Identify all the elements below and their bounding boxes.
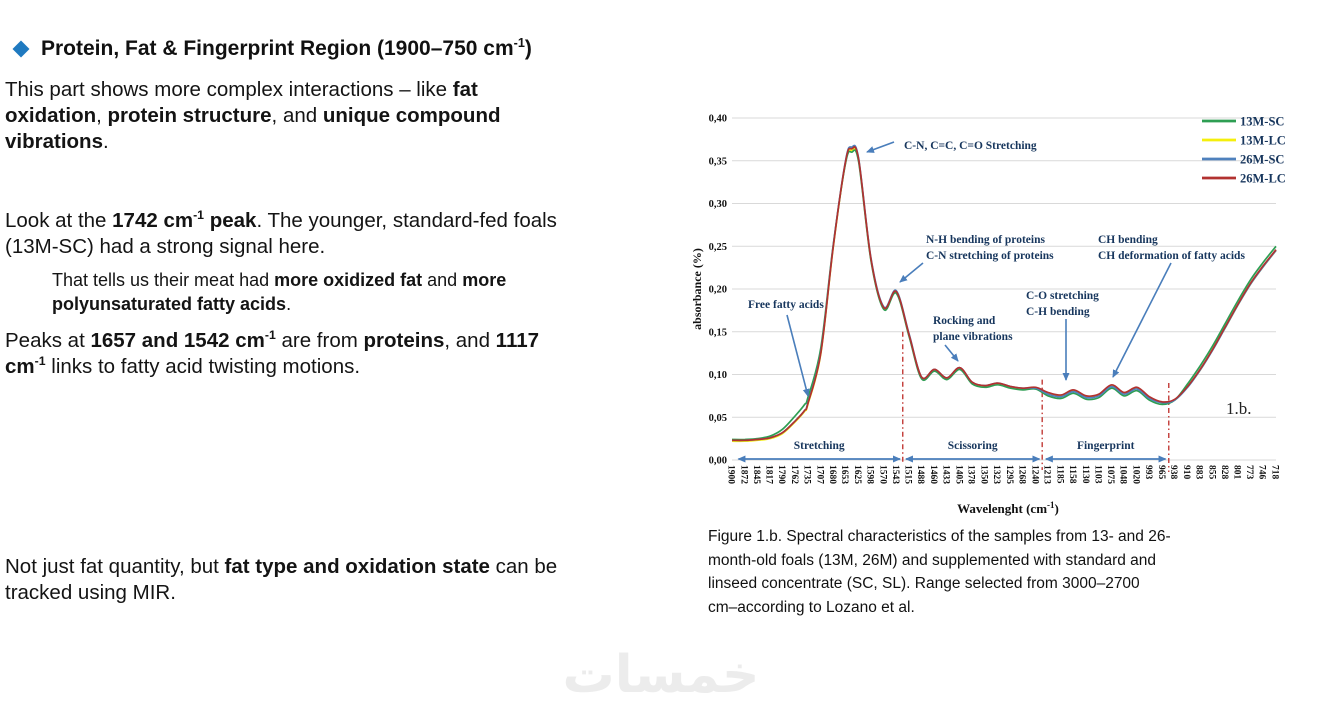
svg-text:1405: 1405 [953,465,963,484]
svg-text:910: 910 [1181,465,1191,480]
svg-text:1680: 1680 [827,465,837,484]
svg-text:1707: 1707 [814,465,824,484]
svg-text:Free fatty acids: Free fatty acids [748,299,824,311]
svg-text:1790: 1790 [776,465,786,484]
svg-text:1433: 1433 [940,465,950,484]
svg-text:1488: 1488 [915,465,925,484]
svg-text:1735: 1735 [801,465,811,484]
svg-text:absorbance (%): absorbance (%) [690,248,704,330]
svg-text:718: 718 [1270,465,1280,480]
svg-text:1653: 1653 [839,465,849,484]
svg-text:1048: 1048 [1118,465,1128,484]
svg-text:1185: 1185 [1055,465,1065,484]
svg-text:1817: 1817 [764,465,774,484]
svg-text:C-N stretching of proteins: C-N stretching of proteins [926,250,1054,262]
svg-text:855: 855 [1206,465,1216,480]
svg-text:1598: 1598 [864,465,874,484]
svg-text:1900: 1900 [726,465,736,484]
svg-text:1.b.: 1.b. [1226,399,1252,418]
svg-text:801: 801 [1231,465,1241,480]
paragraph-oxidized-fat: That tells us their meat had more oxidiz… [52,270,507,314]
svg-text:1213: 1213 [1042,465,1052,484]
svg-text:0,30: 0,30 [709,199,727,210]
spectral-line-chart: 0,40 0,35 0,30 0,25 0,20 0,15 0,10 0,05 0,00 abso… [690,92,1286,522]
svg-text:plane vibrations: plane vibrations [933,331,1013,343]
svg-text:1240: 1240 [1029,465,1039,484]
svg-text:1570: 1570 [877,465,887,484]
svg-text:13M-SC: 13M-SC [1240,115,1284,129]
svg-text:1130: 1130 [1080,465,1090,484]
svg-text:C-O stretching: C-O stretching [1026,290,1099,302]
svg-text:1460: 1460 [928,465,938,484]
svg-text:1295: 1295 [1004,465,1014,484]
svg-text:1103: 1103 [1092,465,1102,484]
svg-text:883: 883 [1194,465,1204,480]
svg-text:0,10: 0,10 [709,370,727,381]
svg-text:746: 746 [1257,465,1267,480]
figure-caption: Figure 1.b. Spectral characteristics of … [708,528,1171,616]
svg-text:CH deformation of fatty acids: CH deformation of fatty acids [1098,250,1245,262]
svg-text:828: 828 [1219,465,1229,480]
svg-text:993: 993 [1143,465,1153,480]
svg-text:938: 938 [1168,465,1178,480]
svg-text:1158: 1158 [1067,465,1077,484]
svg-text:0,15: 0,15 [709,327,727,338]
svg-text:N-H bending of proteins: N-H bending of proteins [926,234,1045,246]
svg-text:1020: 1020 [1131,465,1141,484]
svg-text:0,25: 0,25 [709,242,727,253]
svg-text:0,00: 0,00 [709,456,727,467]
svg-text:Fingerprint: Fingerprint [1077,440,1135,452]
svg-text:Wavelenght (cm-1): Wavelenght (cm-1) [957,500,1059,516]
svg-text:1378: 1378 [966,465,976,484]
svg-text:13M-LC: 13M-LC [1240,134,1285,148]
svg-text:0,05: 0,05 [709,413,727,424]
svg-text:Scissoring: Scissoring [948,440,998,452]
svg-text:Rocking and: Rocking and [933,315,996,327]
svg-text:C-N, C=C, C=O Stretching: C-N, C=C, C=O Stretching [904,140,1037,152]
svg-text:965: 965 [1156,465,1166,480]
svg-text:Stretching: Stretching [794,440,845,452]
svg-text:1762: 1762 [789,465,799,484]
paragraph-intro: This part shows more complex interaction… [5,78,501,153]
page-title: Protein, Fat & Fingerprint Region (1900–… [41,36,532,60]
svg-text:C-H bending: C-H bending [1026,306,1090,318]
svg-text:1872: 1872 [738,465,748,484]
svg-text:26M-SC: 26M-SC [1240,153,1284,167]
svg-text:1323: 1323 [991,465,1001,484]
bullet-diamond-icon [12,40,30,58]
svg-text:0,40: 0,40 [709,114,727,125]
svg-text:1075: 1075 [1105,465,1115,484]
svg-text:CH bending: CH bending [1098,234,1158,246]
svg-text:1515: 1515 [903,465,913,484]
svg-text:1350: 1350 [979,465,989,484]
svg-text:1625: 1625 [852,465,862,484]
paragraph-conclusion: Not just fat quantity, but fat type and … [5,555,558,604]
svg-text:1268: 1268 [1016,465,1026,484]
svg-text:0,20: 0,20 [709,285,727,296]
svg-text:1543: 1543 [890,465,900,484]
watermark-khamsat: خمسات [562,645,760,705]
paragraph-protein-peaks: Peaks at 1657 and 1542 cm-1 are from pro… [5,328,540,378]
slide-title-row: Protein, Fat & Fingerprint Region (1900–… [12,36,532,61]
svg-text:773: 773 [1244,465,1254,480]
svg-text:26M-LC: 26M-LC [1240,172,1285,186]
paragraph-peak-1742: Look at the 1742 cm-1 peak. The younger,… [5,208,557,258]
svg-text:0,35: 0,35 [709,156,727,167]
svg-text:1845: 1845 [751,465,761,484]
